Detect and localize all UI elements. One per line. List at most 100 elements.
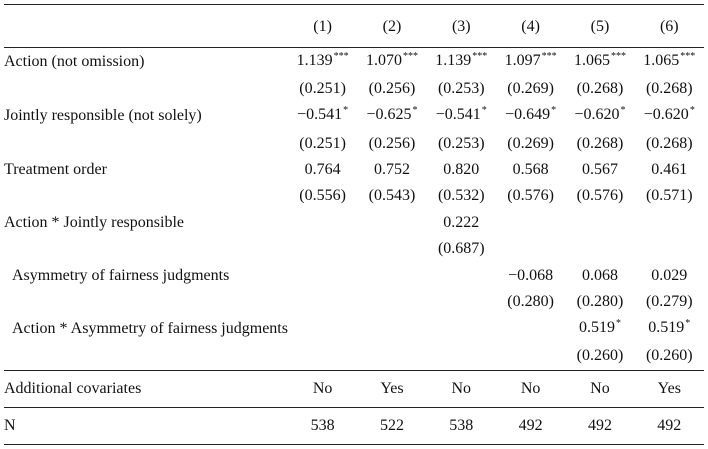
standard-error-cell bbox=[565, 236, 634, 262]
coefficient-row: Action * Asymmetry of fairness judgments… bbox=[4, 315, 704, 343]
footer-label: Additional covariates bbox=[4, 369, 288, 408]
standard-error-cell: (0.251) bbox=[299, 134, 346, 152]
footer-row: Additional covariates No Yes No No No Yes bbox=[4, 369, 704, 408]
standard-error-cell bbox=[357, 289, 426, 315]
footer-value: Yes bbox=[634, 369, 704, 408]
standard-error-cell bbox=[288, 289, 357, 315]
coefficient-value: 0.222 bbox=[443, 213, 480, 231]
coefficient-row: Treatment order 0.764 0.752 0.820 0.568 0.567… bbox=[4, 157, 704, 183]
coefficient-cell: −0.620* bbox=[565, 102, 634, 130]
standard-error-cell: (0.256) bbox=[368, 80, 416, 98]
significance-stars: *** bbox=[541, 51, 557, 62]
coefficient-cell: 0.752 bbox=[357, 157, 426, 183]
footer-value: No bbox=[495, 369, 566, 408]
standard-error-cell: (0.251) bbox=[299, 80, 346, 98]
significance-stars: *** bbox=[333, 51, 349, 62]
footer-value: 492 bbox=[634, 406, 704, 445]
coefficient-value: 1.097 bbox=[504, 52, 541, 69]
coefficient-cell: 0.029 bbox=[635, 262, 704, 288]
significance-stars: *** bbox=[610, 51, 626, 62]
standard-error-cell bbox=[357, 236, 426, 262]
coefficient-cell: 1.139*** bbox=[288, 48, 357, 77]
blank-label-cell bbox=[4, 183, 288, 209]
coefficient-row: Asymmetry of fairness judgments −0.068 0.0… bbox=[4, 262, 704, 288]
header-blank-cell bbox=[4, 4, 288, 48]
coefficient-value: 0.519 bbox=[648, 319, 685, 337]
coefficient-row: Action * Jointly responsible 0.222 bbox=[4, 210, 704, 236]
coefficient-value: 1.139 bbox=[435, 52, 472, 69]
coefficient-value: 0.519 bbox=[578, 319, 615, 337]
standard-error-cell: (0.268) bbox=[576, 134, 624, 152]
standard-error-cell: (0.280) bbox=[507, 292, 554, 310]
standard-error-cell: (0.543) bbox=[368, 187, 416, 205]
coefficient-cell: 1.065*** bbox=[565, 48, 634, 77]
standard-error-cell: (0.253) bbox=[437, 80, 485, 98]
coefficient-value: −0.620 bbox=[643, 106, 689, 124]
coefficient-value: 1.139 bbox=[296, 52, 333, 69]
footer-row: N 538 522 538 492 492 492 bbox=[4, 406, 704, 445]
footer-value: 492 bbox=[495, 406, 566, 445]
coefficient-cell bbox=[635, 210, 704, 236]
coefficient-value: 0.461 bbox=[651, 160, 688, 178]
significance-stars: * bbox=[615, 318, 621, 330]
coefficient-cell bbox=[288, 210, 357, 236]
standard-error-cell bbox=[288, 236, 357, 262]
footer-value: No bbox=[287, 369, 358, 408]
standard-error-cell bbox=[288, 343, 357, 370]
variable-label: Jointly responsible (not solely) bbox=[4, 107, 202, 125]
blank-label-cell bbox=[4, 236, 288, 262]
significance-stars: * bbox=[551, 105, 557, 117]
standard-error-cell: (0.253) bbox=[437, 134, 485, 152]
coefficient-cell: 0.567 bbox=[565, 157, 634, 183]
coefficient-row: Action (not omission) 1.139*** 1.070*** 1.1… bbox=[4, 48, 704, 77]
standard-error-row: (0.251) (0.256) (0.253) (0.269) (0.268) (0.26… bbox=[4, 130, 704, 156]
footer-value: No bbox=[426, 369, 496, 408]
blank-label-cell bbox=[4, 289, 288, 315]
variable-label: Action * Asymmetry of fairness judgments bbox=[12, 320, 288, 338]
coefficient-cell bbox=[496, 315, 565, 343]
variable-label: Asymmetry of fairness judgments bbox=[12, 266, 230, 284]
footer-value: 492 bbox=[565, 406, 635, 445]
significance-stars: * bbox=[689, 105, 695, 117]
coefficient-cell: 0.222 bbox=[427, 210, 496, 236]
coefficient-cell: 0.764 bbox=[288, 157, 357, 183]
standard-error-cell: (0.556) bbox=[299, 187, 346, 205]
footer-value: 538 bbox=[287, 406, 358, 445]
coefficient-value: 1.065 bbox=[573, 52, 610, 69]
standard-error-cell: (0.576) bbox=[507, 187, 554, 205]
coefficient-value: 0.567 bbox=[581, 160, 618, 178]
significance-stars: * bbox=[343, 105, 349, 117]
coefficient-cell bbox=[496, 210, 565, 236]
coefficient-cell: 0.820 bbox=[427, 157, 496, 183]
blank-label-cell bbox=[4, 130, 288, 156]
standard-error-row: (0.687) bbox=[4, 236, 704, 262]
standard-error-cell: (0.260) bbox=[645, 347, 693, 365]
significance-stars: *** bbox=[402, 51, 418, 62]
standard-error-cell bbox=[427, 343, 496, 370]
variable-label: Treatment order bbox=[4, 160, 107, 178]
standard-error-cell: (0.532) bbox=[437, 187, 485, 205]
standard-error-cell bbox=[357, 343, 426, 370]
significance-stars: * bbox=[481, 105, 487, 117]
blank-label-cell bbox=[4, 76, 288, 102]
coefficient-value: 1.065 bbox=[643, 52, 680, 69]
coefficient-row: Jointly responsible (not solely) −0.541* −… bbox=[4, 102, 704, 130]
significance-stars: * bbox=[412, 105, 418, 117]
coefficient-cell: 0.568 bbox=[496, 157, 565, 183]
standard-error-row: (0.280) (0.280) (0.279) bbox=[4, 289, 704, 315]
standard-error-cell: (0.687) bbox=[437, 240, 485, 258]
standard-error-cell bbox=[635, 236, 704, 262]
coefficient-cell: 0.519* bbox=[565, 315, 634, 343]
standard-error-cell: (0.279) bbox=[645, 292, 693, 310]
header-row: (1) (2) (3) (4) (5) (6) bbox=[4, 4, 704, 48]
coefficient-cell bbox=[357, 315, 426, 343]
coefficient-cell bbox=[288, 315, 357, 343]
column-header: (2) bbox=[357, 4, 427, 48]
standard-error-cell bbox=[496, 343, 565, 370]
coefficient-value: 0.029 bbox=[651, 266, 688, 284]
coefficient-cell bbox=[427, 262, 496, 288]
significance-stars: *** bbox=[680, 51, 696, 62]
column-header: (6) bbox=[634, 4, 704, 48]
coefficient-cell: 1.070*** bbox=[357, 48, 426, 77]
coefficient-cell: −0.068 bbox=[496, 262, 565, 288]
